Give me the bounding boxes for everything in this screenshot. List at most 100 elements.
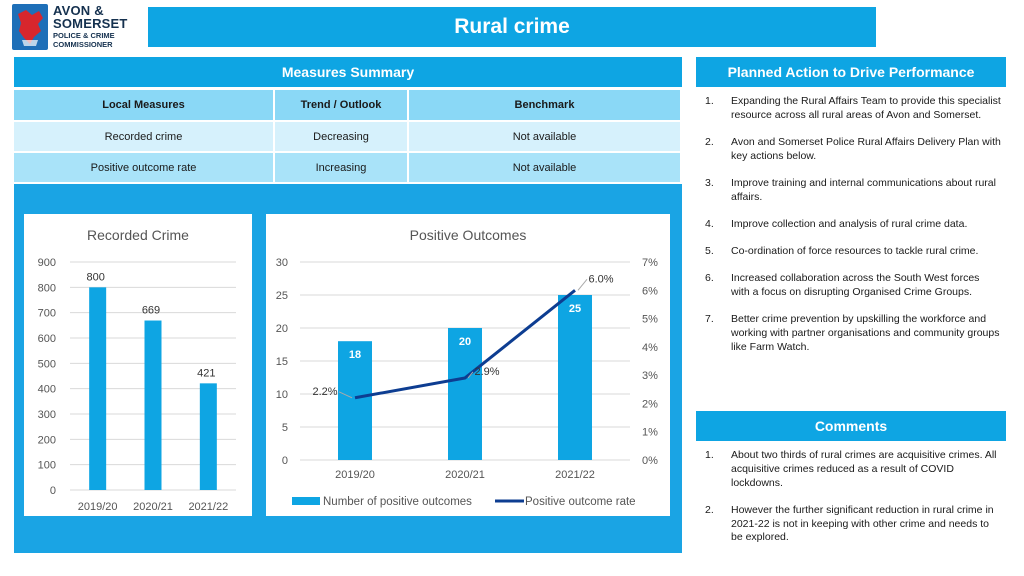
measure-trend: Increasing	[274, 152, 409, 184]
y-tick-label-right: 3%	[642, 370, 658, 382]
data-label: 800	[86, 271, 104, 283]
planned-action-heading: Planned Action to Drive Performance	[696, 57, 1006, 87]
bar	[144, 320, 162, 490]
y-tick-label: 100	[38, 460, 56, 472]
y-tick-label: 200	[38, 434, 56, 446]
y-tick-label-right: 6%	[642, 285, 658, 297]
table-row: Positive outcome rate Increasing Not ava…	[14, 152, 682, 184]
list-item: 4. Improve collection and analysis of rur…	[705, 218, 1001, 232]
x-tick-label: 2021/22	[188, 501, 228, 513]
y-tick-label-left: 0	[282, 455, 288, 467]
list-item: 5. Co-ordination of force resources to ta…	[705, 245, 1001, 259]
bar	[338, 341, 372, 460]
item-text: Better crime prevention by upskilling th…	[731, 313, 1000, 353]
data-label: 421	[197, 367, 215, 379]
line-data-label: 2.9%	[474, 366, 499, 378]
measure-trend: Decreasing	[274, 121, 409, 153]
bar-data-label: 18	[349, 349, 361, 361]
bar	[199, 383, 217, 490]
data-label: 669	[142, 305, 160, 317]
positive-outcomes-chart: Positive Outcomes 0 5 10 15 20 25 30 0% 1% 2% 3% 4% 5…	[266, 214, 670, 516]
y-tick-label-left: 30	[276, 257, 288, 269]
bar-data-label: 25	[569, 303, 581, 315]
y-tick-label: 700	[38, 308, 56, 320]
measures-header-row: Local Measures Trend / Outlook Benchmark	[14, 90, 682, 122]
y-tick-label-right: 1%	[642, 427, 658, 439]
logo-line-2: SOMERSET	[53, 16, 128, 31]
y-tick-label-left: 10	[276, 389, 288, 401]
y-tick-label: 0	[50, 485, 56, 497]
bar	[558, 295, 592, 460]
line-data-label: 2.2%	[312, 386, 337, 398]
measure-benchmark: Not available	[408, 152, 682, 184]
y-tick-label: 800	[38, 282, 56, 294]
logo-line-3: POLICE & CRIME	[53, 31, 115, 40]
comments-heading: Comments	[696, 411, 1006, 441]
positive-outcomes-svg: Positive Outcomes 0 5 10 15 20 25 30 0% 1% 2% 3% 4% 5…	[276, 227, 658, 508]
legend-swatch-bars	[292, 497, 320, 505]
column-header-trend: Trend / Outlook	[274, 90, 409, 122]
item-number: 1.	[705, 449, 714, 461]
item-text: However the further significant reductio…	[731, 503, 994, 544]
x-tick-label: 2019/20	[78, 501, 118, 513]
list-item: 3. Improve training and internal communic…	[705, 177, 1001, 205]
item-text: Improve collection and analysis of rural…	[731, 217, 968, 230]
bar	[89, 287, 107, 490]
y-tick-label: 500	[38, 358, 56, 370]
measure-benchmark: Not available	[408, 121, 682, 153]
planned-action-list: 1. Expanding the Rural Affairs Team to pr…	[705, 95, 1001, 368]
line-data-label: 6.0%	[588, 273, 613, 285]
item-number: 4.	[705, 217, 714, 230]
x-tick-label: 2020/21	[133, 501, 173, 513]
table-row: Recorded crime Decreasing Not available	[14, 121, 682, 153]
police-crest-icon	[12, 4, 48, 50]
item-number: 2.	[705, 503, 714, 516]
list-item: 2. However the further significant reduct…	[705, 504, 1001, 545]
item-text: Expanding the Rural Affairs Team to prov…	[731, 95, 1001, 121]
item-number: 5.	[705, 245, 714, 258]
item-text: About two thirds of rural crimes are acq…	[731, 449, 997, 489]
rate-line	[354, 289, 576, 400]
column-header-local-measures: Local Measures	[14, 90, 275, 122]
item-text: Avon and Somerset Police Rural Affairs D…	[731, 135, 1001, 162]
legend-label: Positive outcome rate	[525, 496, 636, 508]
y-tick-label-right: 0%	[642, 455, 658, 467]
logo: AVON & SOMERSET POLICE & CRIME COMMISSIO…	[12, 4, 142, 52]
y-tick-label: 400	[38, 384, 56, 396]
item-number: 6.	[705, 272, 714, 285]
y-tick-label-right: 2%	[642, 398, 658, 410]
measures-summary-heading: Measures Summary	[14, 57, 682, 87]
item-number: 3.	[705, 176, 714, 189]
x-tick-label: 2021/22	[555, 469, 595, 481]
y-tick-label-left: 15	[276, 356, 288, 368]
recorded-crime-chart: Recorded Crime 0 100 200 300 400 500 600 700 800 9…	[24, 214, 252, 516]
list-item: 2. Avon and Somerset Police Rural Affairs…	[705, 136, 1001, 164]
y-tick-label-left: 5	[282, 422, 288, 434]
list-item: 6. Increased collaboration across the Sou…	[705, 272, 1001, 300]
y-tick-label-right: 4%	[642, 342, 658, 354]
item-text: Co-ordination of force resources to tack…	[731, 245, 979, 258]
y-tick-label-left: 20	[276, 323, 288, 335]
column-header-benchmark: Benchmark	[408, 90, 682, 122]
item-number: 2.	[705, 135, 714, 148]
bar-data-label: 20	[459, 336, 471, 348]
y-tick-label: 300	[38, 409, 56, 421]
measure-name: Positive outcome rate	[14, 152, 275, 184]
logo-line-4: COMMISSIONER	[53, 39, 113, 49]
chart-title: Recorded Crime	[87, 227, 189, 243]
list-item: 7. Better crime prevention by upskilling …	[705, 313, 1001, 354]
item-text: Increased collaboration across the South…	[731, 272, 980, 299]
bar	[448, 328, 482, 460]
recorded-crime-svg: Recorded Crime 0 100 200 300 400 500 600 700 800 9…	[38, 227, 236, 513]
x-tick-label: 2020/21	[445, 469, 485, 481]
legend-label: Number of positive outcomes	[323, 496, 472, 508]
data-label-leader	[577, 278, 588, 291]
page-title: Rural crime	[148, 7, 876, 47]
list-item: 1. Expanding the Rural Affairs Team to pr…	[705, 95, 1001, 123]
chart-title: Positive Outcomes	[410, 227, 527, 243]
list-item: 1. About two thirds of rural crimes are a…	[705, 449, 1001, 490]
item-text: Improve training and internal communicat…	[731, 176, 996, 203]
item-number: 7.	[705, 313, 714, 326]
data-label-leader	[338, 391, 353, 399]
logo-line-1: AVON &	[53, 3, 104, 18]
